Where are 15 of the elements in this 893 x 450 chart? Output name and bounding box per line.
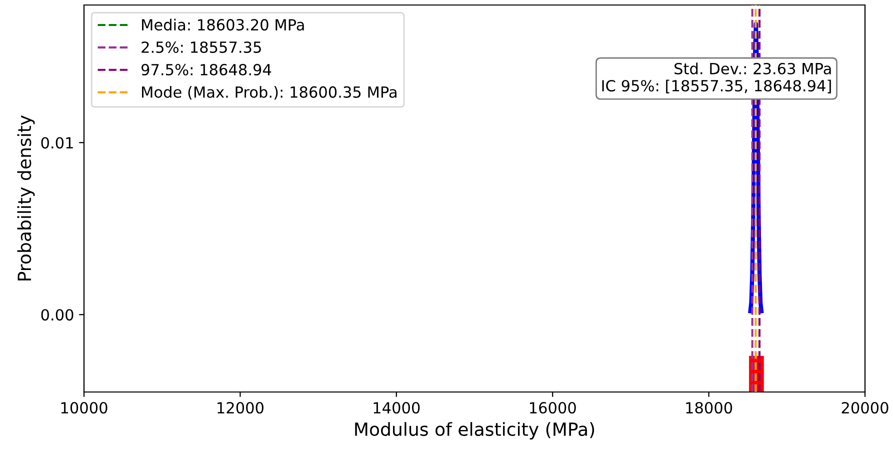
x-tick-label: 10000	[61, 402, 108, 414]
legend-label: Mode (Max. Prob.): 18600.35 MPa	[142, 86, 396, 100]
y-tick-label: 0.00	[41, 309, 74, 321]
x-tick-label: 18000	[686, 402, 732, 414]
legend-label: Media: 18603.20 MPa	[142, 18, 304, 31]
x-tick-label: 16000	[530, 402, 576, 414]
x-tick-label: 20000	[842, 402, 888, 414]
x-axis-title: Modulus of elasticity (MPa)	[355, 422, 594, 440]
legend-label: 2.5%: 18557.35	[142, 41, 261, 53]
x-tick-label: 12000	[218, 402, 264, 414]
y-tick-label: 0.01	[41, 137, 73, 149]
annotation: Std. Dev.: 23.63 MPa IC 95%: [18557.35, 18648.94]	[602, 62, 831, 94]
x-tick-label: 14000	[374, 402, 420, 414]
y-axis-title: Probability density	[17, 115, 35, 280]
legend-label: 97.5%: 18648.94	[141, 64, 272, 76]
